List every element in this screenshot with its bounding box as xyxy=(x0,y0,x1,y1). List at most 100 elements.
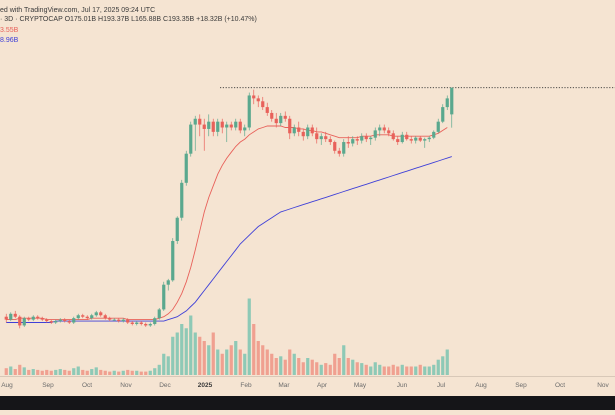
candle-body xyxy=(27,318,31,320)
volume-bar xyxy=(175,332,179,375)
volume-bar xyxy=(54,369,58,375)
candle-body xyxy=(157,309,161,319)
time-axis-labels: Aug Sep Oct Nov Dec 2025 Feb Mar Apr May Jun Jul Aug… xyxy=(1,382,609,389)
candle-body xyxy=(427,137,431,140)
candle-body xyxy=(139,322,143,324)
volume-bar xyxy=(328,364,332,375)
candle-body xyxy=(9,313,13,320)
volume-bar xyxy=(364,364,368,375)
header-ohlc: · 3D · CRYPTOCAP O175.01B H193.37B L165.… xyxy=(0,16,257,23)
candle-body xyxy=(382,127,386,131)
candle-body xyxy=(207,121,211,129)
candle-body xyxy=(63,319,67,322)
candle-body xyxy=(162,284,166,310)
candle-body xyxy=(18,316,22,326)
volume-bar xyxy=(225,349,229,375)
volume-bar xyxy=(391,364,395,375)
volume-bar xyxy=(121,370,125,375)
candle-body xyxy=(265,107,269,113)
candle-body xyxy=(292,127,296,134)
volume-bar xyxy=(58,369,62,375)
volume-bar xyxy=(310,359,314,375)
volume-bar xyxy=(139,371,143,375)
x-tick-label: Nov xyxy=(120,382,132,389)
volume-bar xyxy=(315,362,319,375)
volume-bar xyxy=(319,364,323,375)
candle-body xyxy=(369,137,373,140)
volume-bar xyxy=(9,366,13,375)
volume-bar xyxy=(4,368,8,375)
volume-bar xyxy=(337,358,341,375)
candle-body xyxy=(391,133,395,140)
candle-body xyxy=(67,321,71,323)
time-axis[interactable] xyxy=(0,376,615,397)
volume-bar xyxy=(274,358,278,375)
candle-body xyxy=(99,312,103,316)
candle-body xyxy=(409,139,413,141)
candle-body xyxy=(36,316,40,319)
candle-body xyxy=(333,142,337,151)
x-tick-label: Apr xyxy=(317,382,328,389)
volume-bar xyxy=(432,364,436,375)
volume-bar xyxy=(36,369,40,375)
candle-body xyxy=(90,315,94,319)
x-tick-label: Aug xyxy=(475,382,487,389)
candle-body xyxy=(153,318,157,324)
candle-body xyxy=(436,121,440,132)
x-tick-label: Sep xyxy=(42,382,54,389)
candle-body xyxy=(135,322,139,324)
x-tick-label: Oct xyxy=(555,382,565,389)
volume-bar xyxy=(243,353,247,375)
candle-body xyxy=(4,316,8,320)
volume-bar xyxy=(396,366,400,375)
volume-bar xyxy=(135,370,139,375)
volume-bar xyxy=(184,328,188,375)
candle-body xyxy=(360,136,364,141)
candle-body xyxy=(144,323,148,326)
header-attribution: ed with TradingView.com, Jul 17, 2025 09… xyxy=(0,7,156,14)
volume-bar xyxy=(126,369,130,375)
volume-bar xyxy=(166,356,170,375)
candle-body xyxy=(337,150,341,154)
candle-body xyxy=(49,321,53,323)
volume-bar xyxy=(414,366,418,375)
candle-body xyxy=(76,315,80,319)
x-tick-label: Jun xyxy=(397,382,408,389)
volume-bar xyxy=(144,371,148,375)
volume-bar xyxy=(387,366,391,375)
volume-bar xyxy=(382,366,386,375)
volume-bar xyxy=(99,369,103,375)
candle-body xyxy=(216,121,220,132)
candle-body xyxy=(180,182,184,218)
candle-body xyxy=(324,136,328,140)
candle-body xyxy=(274,118,278,124)
volume-bar xyxy=(306,358,310,375)
candle-body xyxy=(45,319,49,322)
volume-bar xyxy=(108,371,112,375)
volume-bar xyxy=(211,332,215,375)
volume-bar xyxy=(76,366,80,375)
volume-bar xyxy=(297,358,301,375)
volume-bar xyxy=(193,332,197,375)
x-tick-label: Dec xyxy=(159,382,171,389)
x-tick-label: Sep xyxy=(515,382,527,389)
volume-bar xyxy=(220,353,224,375)
candle-body xyxy=(220,121,224,128)
candle-body xyxy=(373,130,377,138)
x-tick-label: Nov xyxy=(597,382,609,389)
header-ma-fast: 3.55B xyxy=(0,27,19,34)
volume-bar xyxy=(342,345,346,375)
candle-body xyxy=(301,131,305,137)
candle-body xyxy=(450,87,454,115)
candle-body xyxy=(319,136,323,140)
candle-body xyxy=(315,133,319,140)
candle-body xyxy=(297,127,301,132)
volume-bar xyxy=(171,336,175,375)
volume-bar xyxy=(423,366,427,375)
candle-body xyxy=(247,95,251,128)
x-tick-label: Feb xyxy=(240,382,252,389)
volume-bar xyxy=(216,349,220,375)
volume-bar xyxy=(292,353,296,375)
